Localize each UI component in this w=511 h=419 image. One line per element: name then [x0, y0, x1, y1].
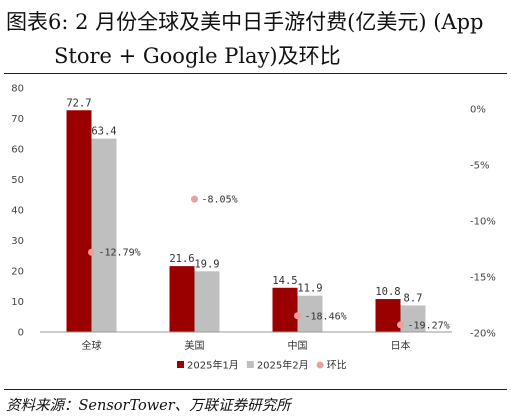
bar-feb [400, 305, 426, 332]
legend-label: 2025年1月 [187, 359, 239, 372]
right-axis-tick-label: 0% [470, 105, 486, 116]
left-axis-tick-label: 70 [11, 114, 24, 125]
bar-data-label: 11.9 [297, 283, 322, 295]
left-axis-tick-label: 10 [11, 297, 24, 308]
legend-label: 环比 [327, 360, 347, 372]
left-axis-tick-label: 40 [11, 206, 24, 217]
bar-jan [375, 299, 401, 332]
mom-change-label: -18.46% [305, 311, 347, 322]
right-axis-tick-label: -5% [470, 161, 489, 172]
mom-change-label: -12.79% [99, 248, 141, 259]
bar-jan [272, 287, 298, 332]
left-axis-tick-label: 20 [11, 267, 24, 278]
legend-swatch [177, 361, 184, 368]
mom-change-point [294, 312, 301, 320]
bar-data-label: 10.8 [375, 286, 400, 298]
chart-title-line-1: 图表6: 2 月份全球及美中日手游付费(亿美元) (App [6, 10, 484, 34]
category-label: 全球 [82, 339, 102, 352]
bar-feb [297, 295, 323, 332]
category-label: 中国 [288, 339, 308, 352]
bar-data-label: 14.5 [272, 275, 297, 287]
chart-title-line-2: Store + Google Play)及环比 [54, 44, 341, 68]
bar-data-label: 72.7 [66, 97, 91, 109]
mom-change-label: -19.27% [408, 320, 450, 331]
source-note: 资料来源：SensorTower、万联证券研究所 [6, 398, 291, 414]
bar-feb [91, 138, 117, 332]
legend-swatch [316, 361, 324, 369]
legend-swatch [246, 361, 254, 368]
left-axis-tick-label: 50 [11, 175, 24, 186]
left-axis-tick-label: 30 [11, 236, 24, 247]
mom-change-label: -8.05% [202, 195, 238, 206]
bar-data-label: 63.4 [91, 126, 116, 138]
bottom-rule [4, 389, 507, 390]
category-label: 日本 [391, 339, 411, 352]
left-axis-tick-label: 0 [18, 328, 24, 339]
right-axis-tick-label: -10% [470, 217, 496, 228]
bar-jan [66, 110, 92, 332]
left-axis-tick-label: 80 [11, 84, 24, 95]
right-axis-tick-label: -15% [470, 273, 496, 284]
bar-feb [194, 271, 220, 332]
left-axis-tick-label: 60 [11, 145, 24, 156]
top-rule [4, 73, 507, 74]
mom-change-point [191, 195, 198, 203]
right-axis-tick-label: -20% [470, 329, 496, 340]
chart-canvas: 0 10 20 30 40 50 60 70 80 0% -5% -10% -15% -20% 72.7… [11, 84, 496, 372]
mom-change-point [88, 248, 95, 256]
bar-jan [169, 266, 195, 332]
legend-label: 2025年2月 [257, 359, 309, 372]
bar-data-label: 21.6 [169, 253, 194, 265]
bar-data-label: 8.7 [404, 292, 423, 304]
bar-data-label: 19.9 [194, 258, 219, 270]
category-label: 美国 [185, 339, 205, 352]
mom-change-point [397, 321, 404, 329]
